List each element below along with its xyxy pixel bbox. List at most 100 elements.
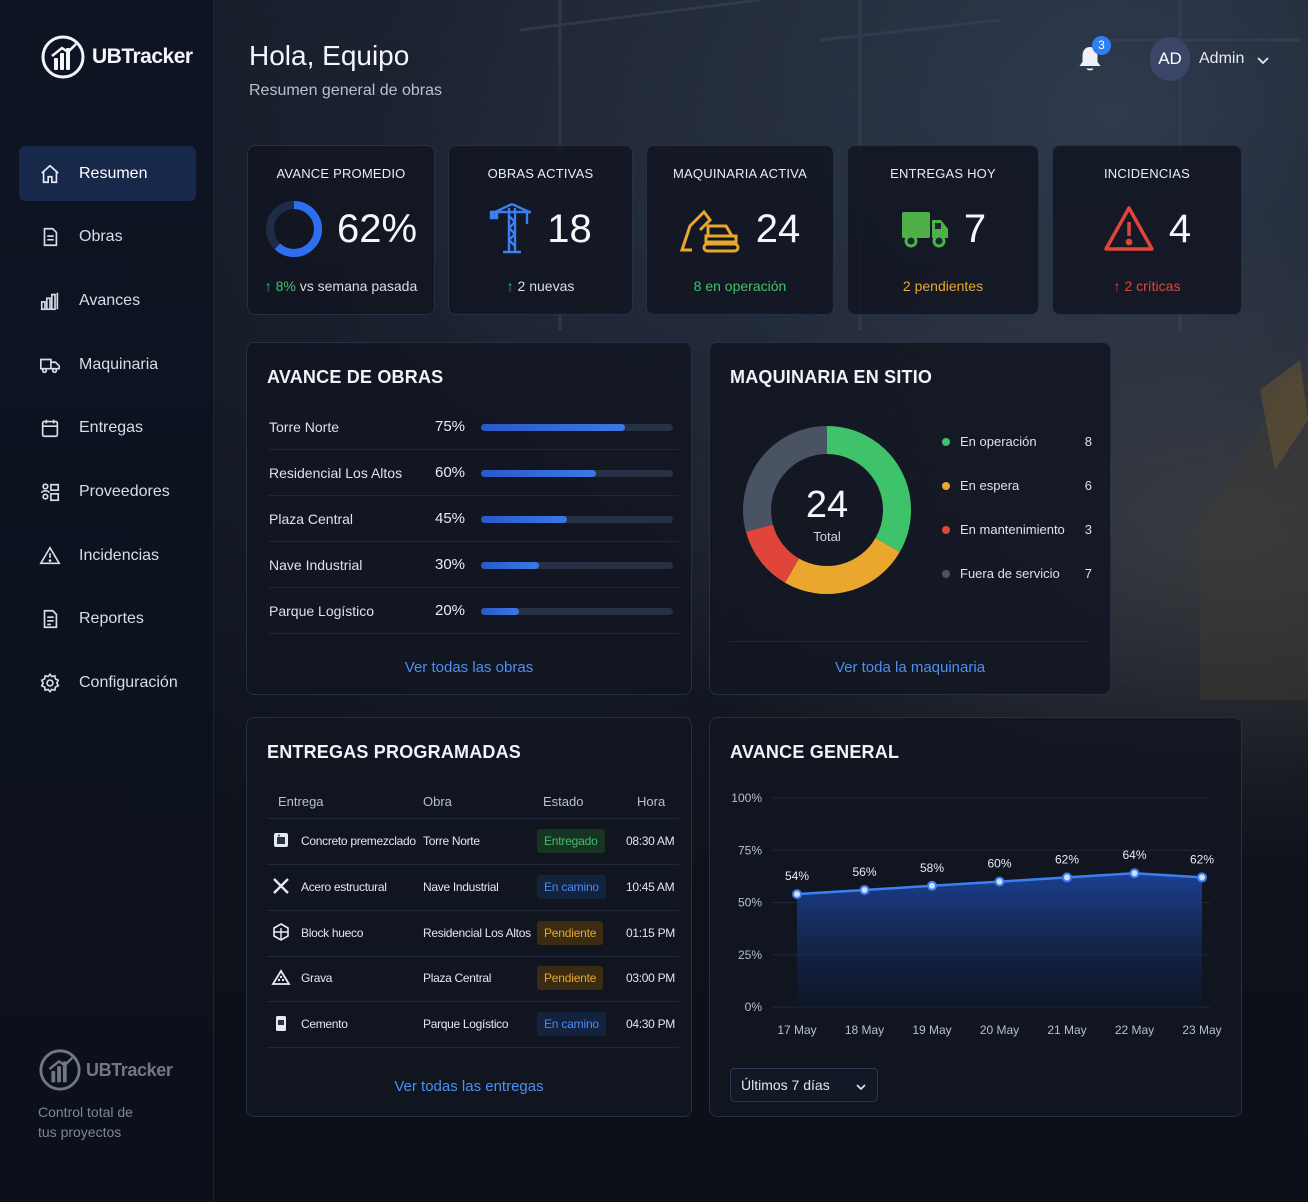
x-tick-label: 19 May <box>912 1023 951 1037</box>
legend-item: Fuera de servicio 7 <box>942 565 1092 585</box>
avatar[interactable]: AD <box>1150 37 1190 81</box>
data-label: 58% <box>920 861 944 875</box>
kpi-entregas-hoy[interactable]: ENTREGAS HOY 7 2 pendientes <box>847 145 1039 315</box>
y-tick-label: 0% <box>745 1000 763 1014</box>
maquinaria-panel: MAQUINARIA EN SITIO 24 Total En operació… <box>709 342 1111 695</box>
section-title: MAQUINARIA EN SITIO <box>730 367 933 387</box>
view-all-deliveries-link[interactable]: Ver todas las entregas <box>394 1078 544 1095</box>
kpi-sub-text: 2 nuevas <box>517 278 575 294</box>
table-row[interactable]: Block hueco Residencial Los Altos Pendient… <box>267 911 679 957</box>
sidebar-item-incidencias[interactable]: Incidencias <box>19 528 196 583</box>
data-point <box>927 880 937 891</box>
blocks-icon <box>273 922 289 941</box>
legend-item: En mantenimiento 3 <box>942 521 1092 541</box>
project-name: Nave Industrial <box>269 557 363 573</box>
sidebar-item-label: Maquinaria <box>79 355 159 373</box>
y-tick-label: 100% <box>731 791 762 805</box>
progress-fill <box>481 424 625 431</box>
donut-total-label: Total <box>813 529 841 544</box>
column-header: Entrega <box>278 794 324 809</box>
sidebar-item-proveedores[interactable]: Proveedores <box>19 464 196 519</box>
kpi-avance-promedio[interactable]: AVANCE PROMEDIO 62% ↑ 8% vs semana pasad… <box>247 145 435 315</box>
table-row[interactable]: Concreto premezclado Torre Norte Entregado… <box>267 819 679 865</box>
legend-value: 6 <box>1084 478 1092 493</box>
project-progress-row[interactable]: Residencial Los Altos 60% <box>269 450 679 496</box>
sidebar: UBTracker Resumen Obras Avances Maquinar… <box>0 0 214 1202</box>
project-name: Plaza Central <box>269 511 354 527</box>
table-row[interactable]: Acero estructural Nave Industrial En camin… <box>267 865 679 911</box>
view-all-machinery-link[interactable]: Ver toda la maquinaria <box>834 659 986 676</box>
project-progress-row[interactable]: Parque Logístico 20% <box>269 588 679 634</box>
legend-dot <box>942 438 950 446</box>
donut-total: 24 <box>806 484 848 526</box>
legend-value: 3 <box>1084 522 1092 537</box>
sidebar-item-obras[interactable]: Obras <box>19 210 196 265</box>
kpi-sub-text: 8 en operación <box>693 278 787 294</box>
cement-bag-icon <box>276 1016 286 1032</box>
data-label: 64% <box>1122 848 1146 862</box>
project-percent: 20% <box>435 602 466 619</box>
status-badge: En camino <box>537 874 606 899</box>
kpi-trend: ↑ 2 críticas <box>1053 278 1241 294</box>
delivery-truck-icon <box>901 212 948 248</box>
kpi-title: OBRAS ACTIVAS <box>487 166 594 181</box>
kpi-title: AVANCE PROMEDIO <box>276 166 406 181</box>
project-progress-row[interactable]: Nave Industrial 30% <box>269 542 679 588</box>
data-label: 62% <box>1190 852 1214 866</box>
sidebar-item-avances[interactable]: Avances <box>19 273 196 328</box>
truck-icon <box>40 358 60 373</box>
kpi-maquinaria-activa[interactable]: MAQUINARIA ACTIVA 24 8 en operación <box>646 145 834 315</box>
status-badge: En camino <box>537 1012 606 1037</box>
kpi-obras-activas[interactable]: OBRAS ACTIVAS 18 ↑ 2 nuevas <box>448 145 633 315</box>
y-tick-label: 25% <box>738 948 762 962</box>
machinery-donut-chart: 24 Total <box>743 426 911 594</box>
chevron-down-icon[interactable] <box>1256 53 1270 67</box>
table-row[interactable]: Grava Plaza Central Pendiente 03:00 PM <box>267 956 679 1003</box>
page-subtitle: Resumen general de obras <box>249 82 443 99</box>
sidebar-item-reportes[interactable]: Reportes <box>19 592 196 647</box>
delivery-time: 01:15 PM <box>626 925 675 940</box>
data-point <box>792 889 802 900</box>
sidebar-item-maquinaria[interactable]: Maquinaria <box>19 337 196 392</box>
ubtracker-logo-icon <box>39 1049 81 1091</box>
date-range-select[interactable]: Últimos 7 días <box>730 1068 878 1102</box>
brand[interactable]: UBTracker <box>40 34 193 80</box>
date-range-value: Últimos 7 días <box>741 1077 830 1093</box>
delivery-item: Acero estructural <box>301 879 387 894</box>
status-badge: Entregado <box>537 829 605 853</box>
kpi-delta: 8% <box>275 278 296 294</box>
progress-fill <box>481 608 520 615</box>
data-label: 54% <box>785 869 809 883</box>
user-name[interactable]: Admin <box>1199 50 1245 67</box>
x-tick-label: 18 May <box>845 1023 884 1037</box>
sidebar-item-resumen[interactable]: Resumen <box>19 146 196 201</box>
avance-general-panel: AVANCE GENERAL 0% 25% 50% 75% 100% 54% 17 May 5… <box>709 717 1242 1117</box>
project-progress-row[interactable]: Plaza Central 45% <box>269 496 679 542</box>
data-label: 60% <box>987 857 1011 871</box>
project-progress-row[interactable]: Torre Norte 75% <box>269 404 679 450</box>
ubtracker-logo-icon <box>41 35 85 79</box>
sidebar-item-configuracion[interactable]: Configuración <box>19 656 196 711</box>
section-title: AVANCE GENERAL <box>730 742 900 762</box>
column-header: Estado <box>543 794 584 809</box>
data-label: 62% <box>1055 852 1079 866</box>
sidebar-item-label: Configuración <box>79 674 178 691</box>
arrow-up-icon: ↑ <box>506 278 514 294</box>
view-all-obras-link[interactable]: Ver todas las obras <box>404 659 534 676</box>
delivery-time: 10:45 AM <box>626 879 675 894</box>
column-header: Obra <box>423 794 452 809</box>
delivery-time: 04:30 PM <box>626 1017 675 1032</box>
progress-track <box>481 470 673 477</box>
project-name: Parque Logístico <box>269 603 375 619</box>
progress-track <box>481 424 673 431</box>
chevron-down-icon <box>856 1084 866 1091</box>
legend-label: Fuera de servicio <box>960 566 1060 581</box>
legend-label: En mantenimiento <box>960 522 1065 537</box>
sidebar-item-label: Incidencias <box>79 546 160 564</box>
table-row[interactable]: Cemento Parque Logístico En camino 04:30 PM <box>267 1002 679 1049</box>
kpi-incidencias[interactable]: INCIDENCIAS 4 ↑ 2 críticas <box>1052 145 1242 315</box>
legend-dot <box>942 482 950 490</box>
sidebar-item-entregas[interactable]: Entregas <box>19 401 196 456</box>
calendar-icon <box>41 420 59 438</box>
project-percent: 30% <box>435 556 466 573</box>
